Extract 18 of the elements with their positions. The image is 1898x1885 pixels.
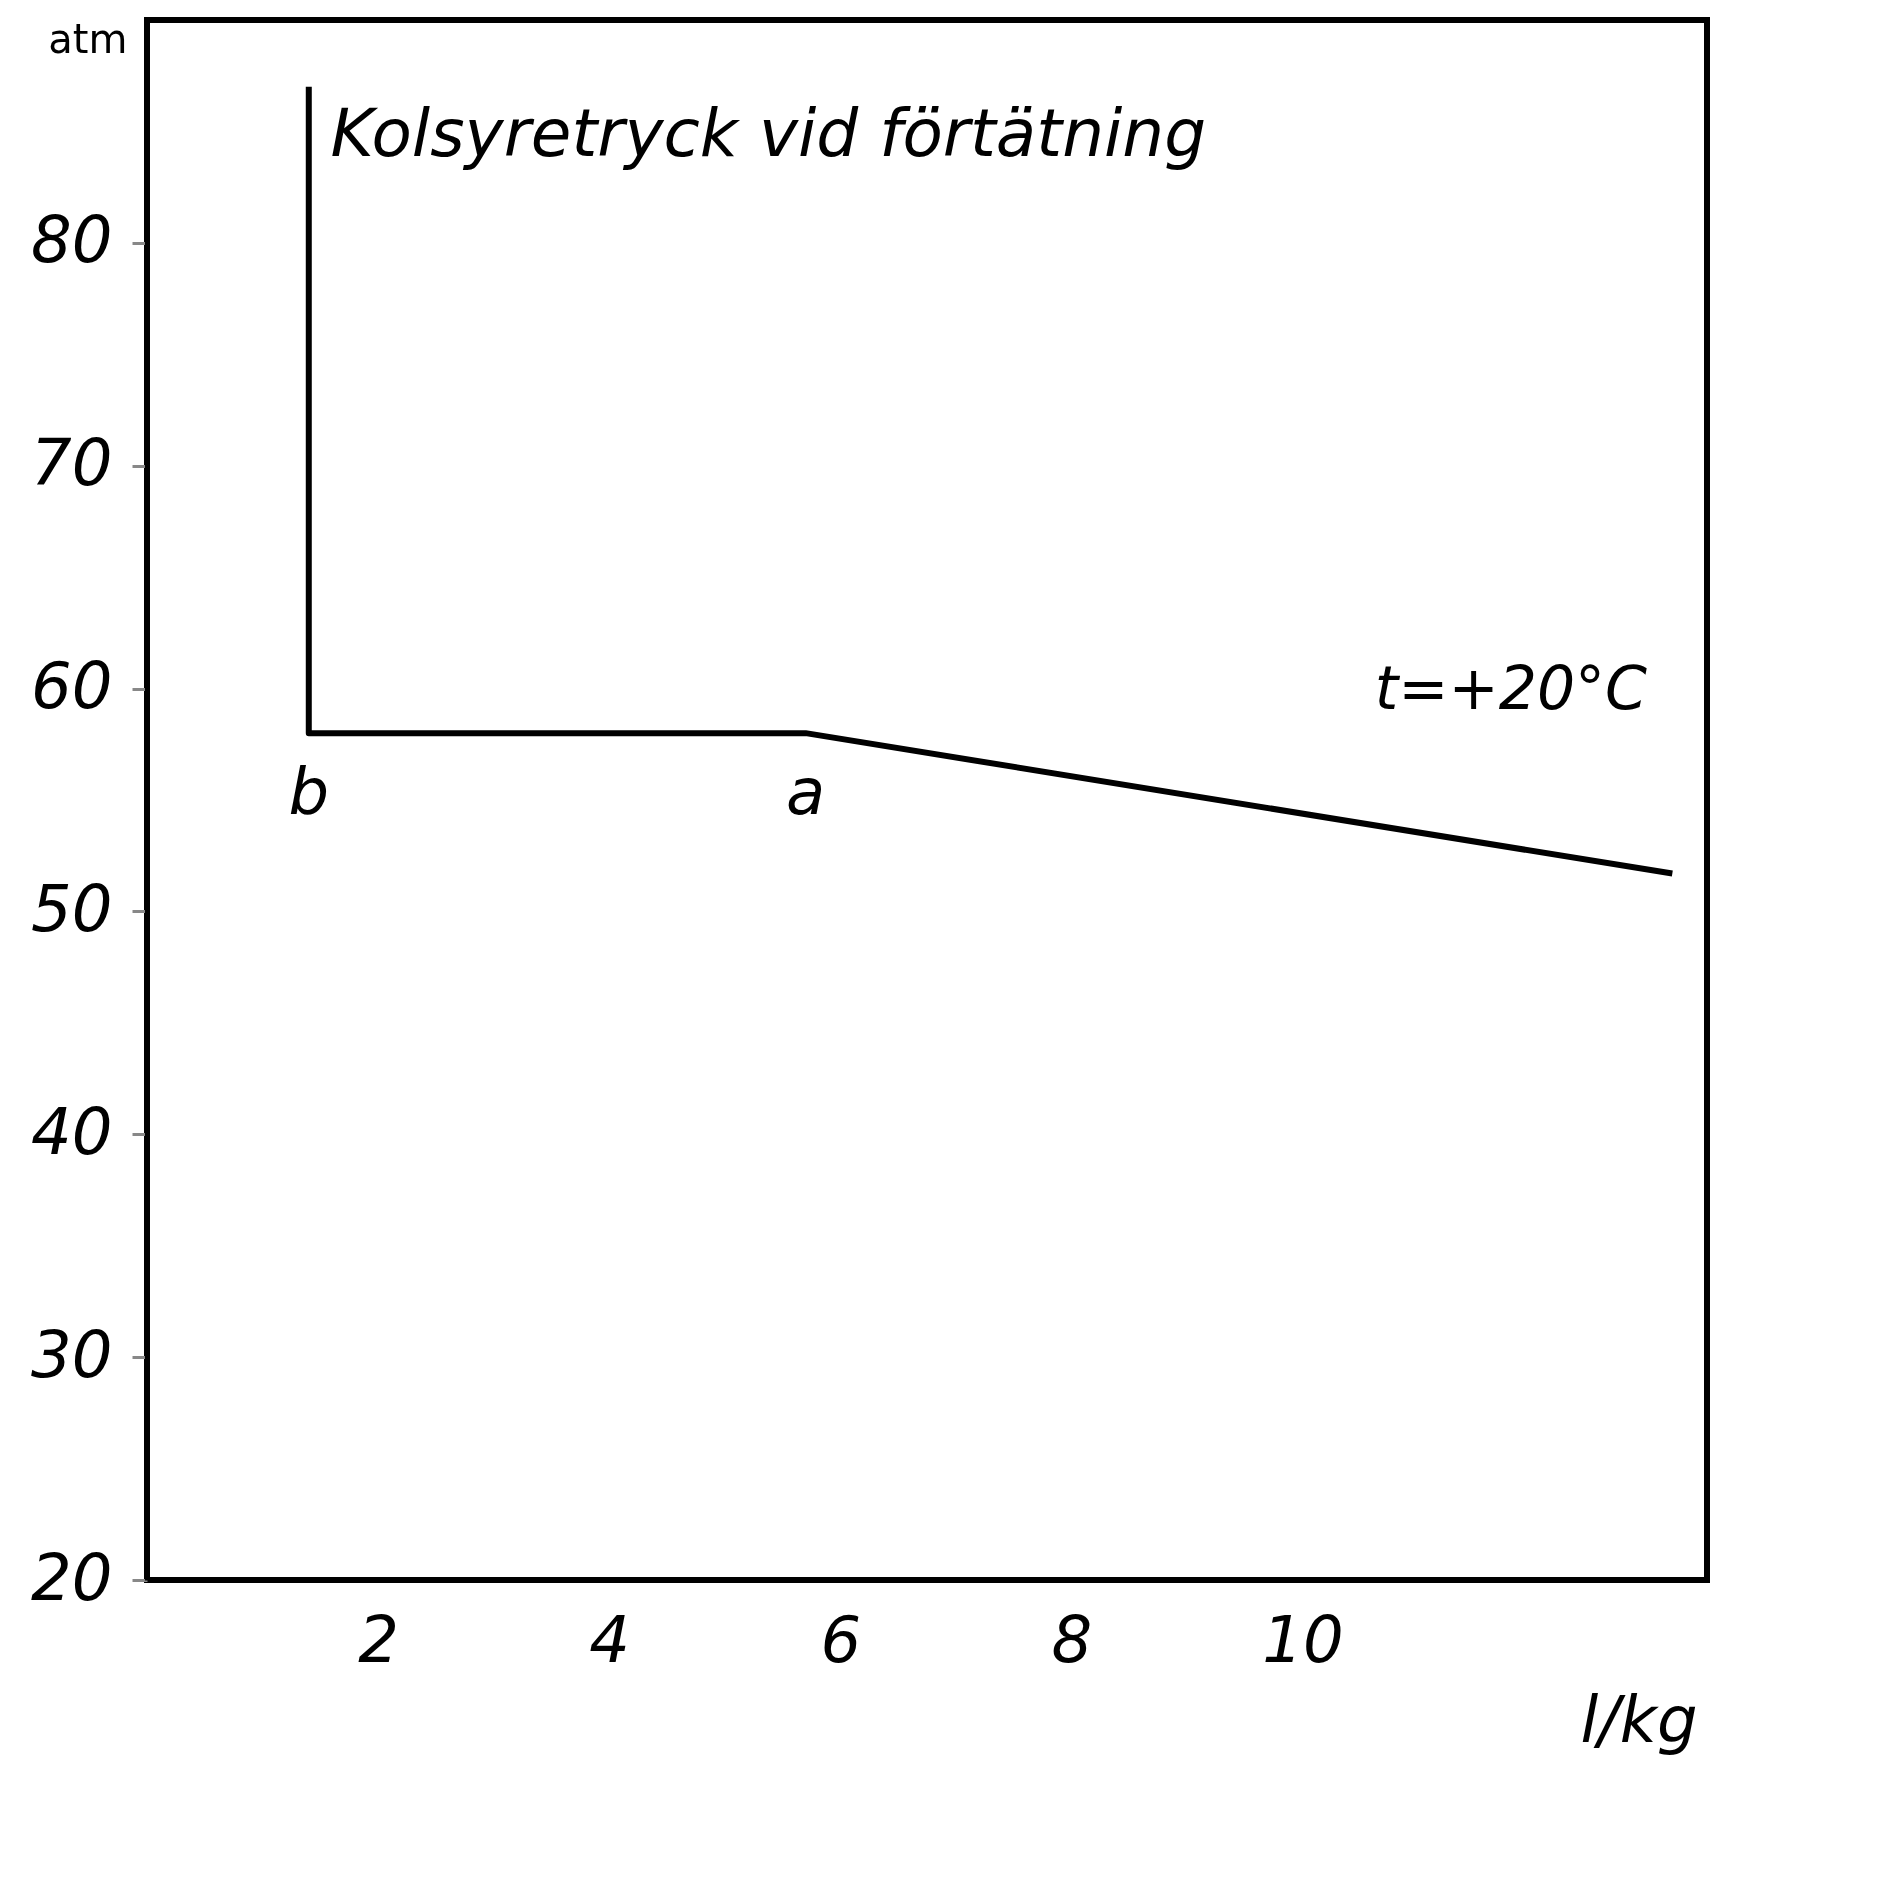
annotation: b <box>288 755 330 830</box>
annotation: a <box>786 755 826 830</box>
y-tick-label: 70 <box>31 426 113 501</box>
x-tick-label: 2 <box>358 1602 399 1677</box>
text: Kolsyretryck vid förtätning <box>330 95 1207 172</box>
x-tick-label: 10 <box>1262 1602 1344 1677</box>
y-tick-label: 40 <box>31 1094 113 1169</box>
y-tick-label: 30 <box>31 1317 113 1392</box>
x-tick-label: 6 <box>820 1602 862 1677</box>
y-tick-label: 20 <box>31 1540 113 1615</box>
y-tick-label: 80 <box>31 203 113 278</box>
x-tick-label: 8 <box>1051 1602 1093 1677</box>
x-tick-label: 4 <box>589 1602 631 1677</box>
y-axis-title: atm <box>48 15 128 62</box>
annotation: t=+20°C <box>1374 652 1648 723</box>
y-tick-label: 50 <box>31 871 113 946</box>
y-tick-label: 60 <box>31 649 113 724</box>
x-axis-title: l/kg <box>1580 1682 1698 1757</box>
